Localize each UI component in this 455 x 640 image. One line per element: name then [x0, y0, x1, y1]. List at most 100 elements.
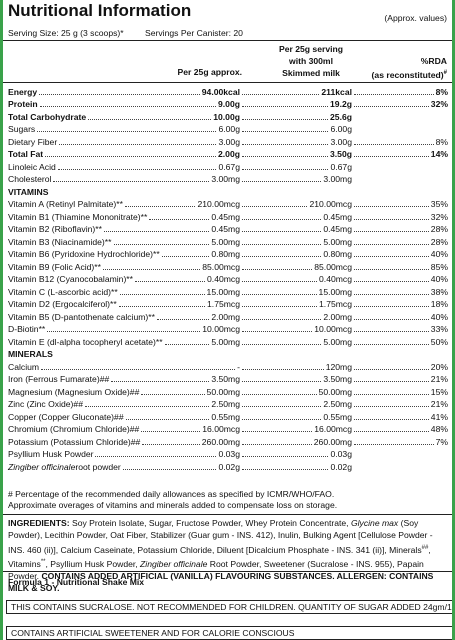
cell: 7% [352, 437, 448, 448]
nutrient-row: Vitamin B9 (Folic Acid)** 85.00mcg 85.00mc… [8, 260, 448, 273]
dot-leader [354, 293, 429, 295]
col-header-line: Skimmed milk [282, 68, 340, 78]
cell: 33% [352, 324, 448, 335]
nutrient-name: Vitamin B6 (Pyridoxine Hydrochloride)** [8, 249, 160, 259]
amount: 0.45mg [211, 211, 240, 222]
amount: 0.02g [218, 461, 240, 472]
amount: 0.67g [330, 161, 352, 172]
dot-leader [242, 218, 322, 220]
amount: 3.50mg [323, 374, 352, 384]
dot-leader [242, 118, 329, 120]
ingredient-text: Zingiber officinale [140, 558, 208, 569]
nutrient-name: Energy [8, 86, 38, 97]
col-header: Per 25g serving with 300ml Skimmed milk [265, 43, 357, 79]
nutrient-name: Potassium (Potassium Chloride)## [8, 436, 141, 447]
cell: Iron (Ferrous Fumarate)## 3.50mg [8, 374, 240, 385]
cell: D-Biotin** 10.00mcg [8, 324, 240, 335]
dot-leader [242, 206, 308, 207]
nutrient-name: Total Carbohydrate [8, 111, 87, 122]
nutrient-name: Vitamin B3 (Niacinamide)** [8, 236, 112, 247]
amount: 260.00mg [201, 436, 240, 447]
dot-leader [354, 256, 429, 257]
ingredient-text: Soy Protein Isolate, Sugar, Fructose Pow… [69, 518, 351, 528]
nutrient-row: VITAMINS [8, 185, 448, 198]
nutrient-row: Zinc (Zinc Oxide)## 2.50mg 2.50mg 21% [8, 398, 448, 411]
dot-leader [122, 468, 217, 470]
amount: 210.00mcg [309, 199, 352, 209]
nutrient-row: Magnesium (Magnesium Oxide)## 50.00mg 50.0… [8, 385, 448, 398]
dot-leader [242, 393, 317, 395]
cell: Zinc (Zinc Oxide)## 2.50mg [8, 399, 240, 410]
amount: 0.67g [218, 161, 240, 172]
nutrient-row: Total Fat 2.00g 3.50g 14% [8, 148, 448, 161]
dot-leader [37, 131, 217, 132]
dot-leader [242, 443, 312, 445]
rda: 41% [430, 411, 448, 422]
dot-leader [242, 168, 329, 170]
dot-leader [242, 318, 322, 320]
amount: 85.00mcg [202, 261, 240, 272]
ingredient-text: (Soy Powder), Lecithin Powder, Oat Fiber… [8, 518, 433, 555]
rda: 85% [430, 261, 448, 272]
amount: 0.02g [330, 461, 352, 472]
cell: 85% [352, 262, 448, 273]
nutrient-row: Vitamin D2 (Ergocalciferol)** 1.75mcg 1.75… [8, 298, 448, 311]
amount: 3.50g [330, 149, 352, 159]
ingredient-text: , Psyllium Husk Powder, [45, 558, 141, 569]
cell: 210.00mcg [240, 199, 352, 210]
dot-leader [39, 93, 200, 95]
rda: 50% [430, 336, 448, 347]
rda: 21% [430, 374, 448, 384]
dot-leader [354, 331, 429, 332]
nutrient-row: Vitamin B1 (Thiamine Mononitrate)** 0.45m… [8, 210, 448, 223]
rda: 21% [430, 399, 448, 409]
rda: 32% [430, 211, 448, 222]
cell: Vitamin B6 (Pyridoxine Hydrochloride)** 0… [8, 249, 240, 260]
dot-leader [242, 456, 329, 457]
dot-leader [119, 293, 205, 295]
section-heading: MINERALS [8, 349, 53, 359]
dot-leader [102, 268, 201, 270]
rda: 18% [430, 299, 448, 309]
ingredient-text: , Vitamins [8, 544, 431, 569]
footnote-mark: # [443, 70, 447, 76]
dot-leader [161, 256, 210, 257]
nutrient-row: Zingiber officinale root powder 0.02g 0.02… [8, 460, 448, 473]
cell: Sugars 6.00g [8, 124, 240, 135]
note: (Approx. values) [384, 13, 447, 23]
nutrient-row: Vitamin B6 (Pyridoxine Hydrochloride)** 0… [8, 248, 448, 261]
nutrient-name: Linoleic Acid [8, 161, 56, 172]
cell: 2.50mg [240, 399, 352, 410]
amount: 2.50mg [323, 399, 352, 409]
warning-box: THIS CONTAINS SUCRALOSE. NOT RECOMMENDED… [6, 600, 452, 614]
title: Nutritional Information [8, 1, 192, 20]
col-header-line: (as reconstituted) [371, 69, 444, 80]
amount: 1.75mcg [319, 299, 352, 309]
amount: 0.40mcg [207, 274, 240, 284]
rule [3, 82, 452, 83]
rda: 8% [435, 86, 448, 97]
rda: 32% [430, 99, 448, 109]
dot-leader [41, 368, 236, 370]
nutrient-row: Vitamin C (L-ascorbic acid)** 15.00mg 15.0… [8, 285, 448, 298]
cell: 3.50mg [240, 374, 352, 385]
amount: 10.00g [213, 111, 240, 122]
cell: Vitamin E (dl-alpha tocopheryl acetate)*… [8, 337, 240, 348]
col-header-line: (as reconstituted)# [372, 67, 447, 81]
nutrient-row: Sugars 6.00g 6.00g [8, 123, 448, 136]
cell: 35% [352, 199, 448, 210]
dot-leader [113, 243, 210, 245]
nutrient-name: Calcium [8, 361, 40, 372]
dot-leader [39, 106, 217, 107]
cell: Psyllium Husk Powder 0.03g [8, 449, 240, 460]
cell: 0.67g [240, 162, 352, 173]
dot-leader [125, 418, 210, 420]
nutrient-name: Zinc (Zinc Oxide)## [8, 399, 83, 409]
cell: 8% [352, 137, 448, 148]
dot-leader [354, 406, 429, 407]
cell: Copper (Copper Gluconate)## 0.55mg [8, 412, 240, 423]
cell: 38% [352, 287, 448, 298]
dot-leader [242, 131, 329, 132]
amount: 0.55mg [211, 411, 240, 422]
cell: Protein 9.00g [8, 99, 240, 110]
